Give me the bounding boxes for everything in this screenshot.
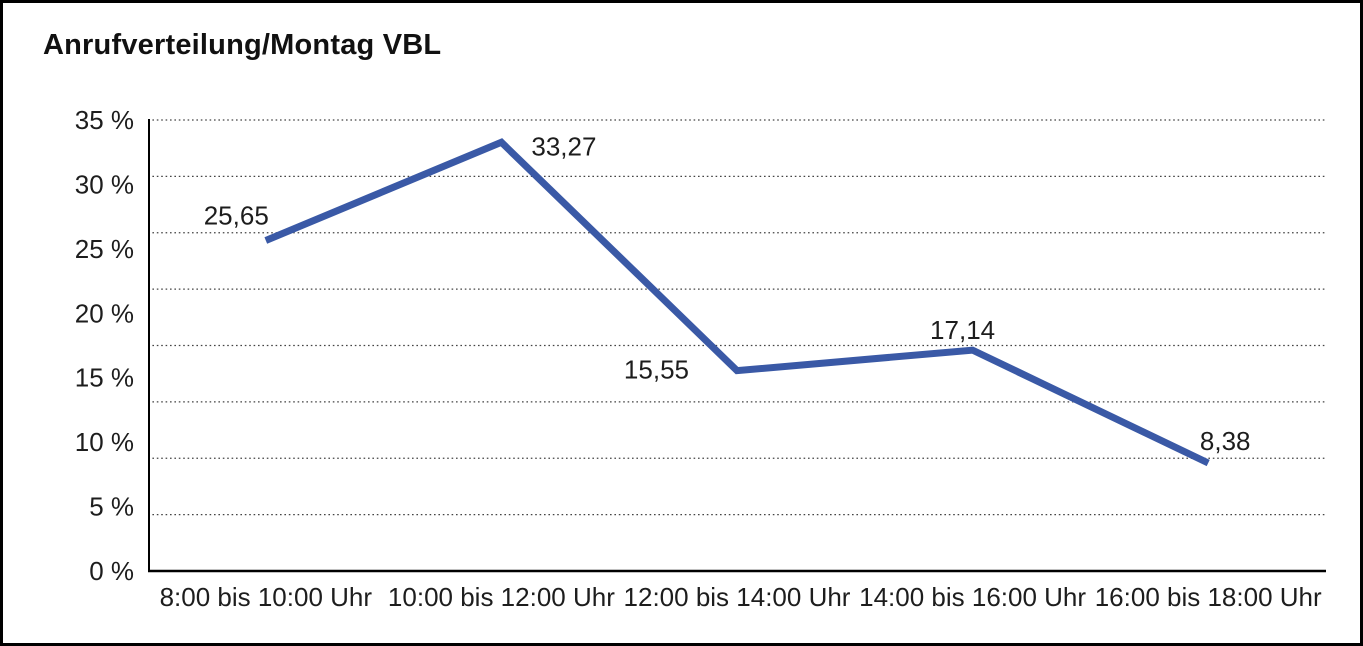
data-point-label: 8,38 bbox=[1200, 426, 1251, 456]
x-tick-label: 12:00 bis 14:00 Uhr bbox=[624, 582, 851, 612]
y-tick-label: 35 % bbox=[75, 105, 134, 135]
y-tick-label: 25 % bbox=[75, 234, 134, 264]
y-tick-label: 0 % bbox=[89, 556, 134, 586]
y-tick-label: 20 % bbox=[75, 298, 134, 328]
y-tick-label: 15 % bbox=[75, 363, 134, 393]
data-point-label: 25,65 bbox=[204, 200, 269, 230]
x-tick-label: 16:00 bis 18:00 Uhr bbox=[1095, 582, 1322, 612]
data-point-label: 33,27 bbox=[531, 131, 596, 161]
x-tick-label: 14:00 bis 16:00 Uhr bbox=[859, 582, 1086, 612]
data-point-label: 15,55 bbox=[624, 355, 689, 385]
y-tick-label: 5 % bbox=[89, 492, 134, 522]
x-tick-label: 10:00 bis 12:00 Uhr bbox=[388, 582, 615, 612]
series-line bbox=[264, 138, 1210, 467]
y-tick-label: 10 % bbox=[75, 427, 134, 457]
chart-title: Anrufverteilung/Montag VBL bbox=[43, 29, 442, 61]
y-tick-label: 30 % bbox=[75, 169, 134, 199]
line-chart: 35 % 30 % 25 % 20 % 15 % 10 % 5 % 0 % 8:00 bis 1… bbox=[75, 105, 1326, 612]
x-tick-label: 8:00 bis 10:00 Uhr bbox=[160, 582, 373, 612]
data-point-label: 17,14 bbox=[930, 315, 995, 345]
